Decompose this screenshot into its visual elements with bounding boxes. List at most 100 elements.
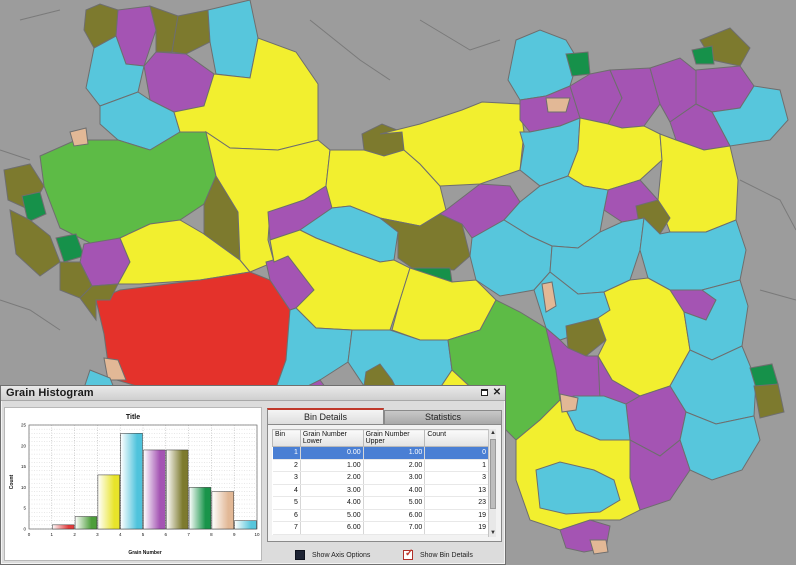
table-header-row: Bin Grain Number Lower Grain Number Uppe…: [272, 429, 489, 447]
scroll-up-icon[interactable]: ▲: [490, 430, 496, 436]
table-body: 1 0.00 1.00 0 2 1.00 2.00 1 3 2.00 3.00 3 4 3.00 4.00 1…: [272, 446, 489, 535]
close-icon[interactable]: ✕: [492, 387, 502, 398]
histogram-bar: [74, 516, 98, 530]
cell-count: 3: [424, 471, 489, 485]
x-tick-label: 10: [254, 532, 260, 537]
cell-bin: 6: [272, 509, 301, 522]
x-tick-label: 2: [73, 532, 76, 537]
tab-statistics[interactable]: Statistics: [384, 410, 502, 424]
x-tick-label: 4: [119, 532, 122, 537]
cell-lower: 1.00: [300, 459, 364, 472]
table-row[interactable]: 1 0.00 1.00 0: [272, 446, 489, 460]
y-tick-label: 0: [23, 527, 26, 532]
column-header-count[interactable]: Count: [424, 429, 489, 447]
show-axis-options-label: Show Axis Options: [312, 552, 371, 559]
histogram-bar: [97, 474, 120, 530]
histogram-bar: [120, 433, 143, 530]
cell-upper: 7.00: [363, 521, 426, 535]
cell-count: 13: [424, 484, 489, 497]
grain-tan: [589, 539, 609, 555]
show-bin-details-label: Show Bin Details: [420, 552, 473, 559]
checkbox-icon[interactable]: ✓: [403, 548, 414, 560]
cell-lower: 5.00: [300, 509, 364, 522]
grain-tan: [103, 357, 127, 381]
histogram-svg: Title Count Grain Number 0 1 2 3 4 5 6 7 8 9 10 0 5 1…: [9, 414, 260, 556]
histogram-bar: [188, 487, 212, 530]
grain-dark-green: [21, 191, 47, 223]
cell-lower: 3.00: [300, 484, 364, 497]
histogram-bar: [166, 449, 189, 530]
cell-bin: 5: [272, 496, 301, 510]
table-row[interactable]: 6 5.00 6.00 19: [272, 509, 489, 522]
grain-cyan: [85, 35, 145, 107]
cell-lower: 0.00: [300, 446, 364, 460]
cell-count: 19: [424, 521, 489, 535]
grain-histogram-window: Grain Histogram ✕ Title Count Grain Numb…: [0, 385, 506, 565]
histogram-bar: [211, 491, 234, 530]
table-scrollbar[interactable]: ▲ ▼: [488, 429, 496, 537]
table-row[interactable]: 5 4.00 5.00 23: [272, 496, 489, 510]
histogram-bar: [52, 524, 75, 530]
y-tick-label: 15: [21, 464, 27, 469]
cell-bin: 1: [272, 446, 301, 460]
column-header-lower[interactable]: Grain Number Lower: [299, 429, 364, 447]
cell-bin: 3: [272, 471, 301, 485]
grain-tan: [545, 97, 571, 113]
tab-bin-details[interactable]: Bin Details: [267, 408, 384, 424]
bin-details-table: Bin Grain Number Lower Grain Number Uppe…: [272, 429, 489, 535]
plot-area: 0 1 2 3 4 5 6 7 8 9 10 0 5 10 15 20 25: [21, 423, 260, 538]
cell-lower: 2.00: [300, 471, 364, 485]
column-header-bin[interactable]: Bin: [272, 429, 301, 447]
table-row[interactable]: 4 3.00 4.00 13: [272, 484, 489, 497]
grain-tan: [69, 127, 89, 147]
table-row[interactable]: 3 2.00 3.00 3: [272, 471, 489, 485]
grain-tan: [541, 281, 557, 313]
cell-count: 19: [424, 509, 489, 522]
y-tick-label: 20: [21, 443, 27, 448]
cell-bin: 2: [272, 459, 301, 472]
column-header-upper[interactable]: Grain Number Upper: [362, 429, 426, 447]
x-tick-label: 8: [210, 532, 213, 537]
y-tick-label: 10: [21, 485, 27, 490]
restore-icon[interactable]: [480, 388, 490, 398]
grain-red: [95, 271, 291, 393]
scroll-down-icon[interactable]: ▼: [490, 530, 496, 536]
y-tick-label: 5: [23, 506, 26, 511]
checkbox-icon[interactable]: [295, 550, 305, 560]
cell-upper: 6.00: [363, 509, 426, 522]
histogram-chart: Title Count Grain Number 0 1 2 3 4 5 6 7 8 9 10 0 5 1…: [4, 407, 262, 561]
window-titlebar[interactable]: Grain Histogram ✕: [1, 386, 505, 401]
grain-olive: [79, 283, 119, 322]
grain-yellow: [269, 229, 411, 331]
x-tick-label: 9: [233, 532, 236, 537]
checkmark-icon: ✓: [405, 548, 414, 559]
table-row[interactable]: 7 6.00 7.00 19: [272, 521, 489, 535]
grain-dark-green: [691, 45, 715, 65]
chart-y-axis-label: Count: [9, 474, 15, 489]
grain-boundary-lines: [0, 9, 796, 331]
x-tick-label: 5: [142, 532, 145, 537]
grain-cyan: [711, 85, 789, 147]
x-tick-label: 7: [187, 532, 190, 537]
x-tick-label: 1: [51, 532, 54, 537]
cell-upper: 2.00: [363, 459, 426, 472]
cell-upper: 4.00: [363, 484, 426, 497]
histogram-bar: [143, 449, 166, 530]
grain-olive: [379, 213, 471, 271]
cell-upper: 1.00: [363, 446, 426, 460]
grain-cyan: [207, 0, 259, 79]
cell-count: 1: [424, 459, 489, 472]
x-tick-label: 0: [28, 532, 31, 537]
cell-lower: 6.00: [300, 521, 364, 535]
scroll-thumb[interactable]: [490, 439, 496, 509]
chart-x-axis-label: Grain Number: [128, 550, 161, 556]
chart-title: Title: [126, 414, 140, 421]
x-tick-label: 6: [165, 532, 168, 537]
grain-cyan: [535, 461, 621, 515]
grain-olive: [171, 9, 211, 55]
table-row[interactable]: 2 1.00 2.00 1: [272, 459, 489, 472]
bin-details-panel: Bin Grain Number Lower Grain Number Uppe…: [267, 424, 502, 542]
cell-upper: 5.00: [363, 496, 426, 510]
cell-upper: 3.00: [363, 471, 426, 485]
